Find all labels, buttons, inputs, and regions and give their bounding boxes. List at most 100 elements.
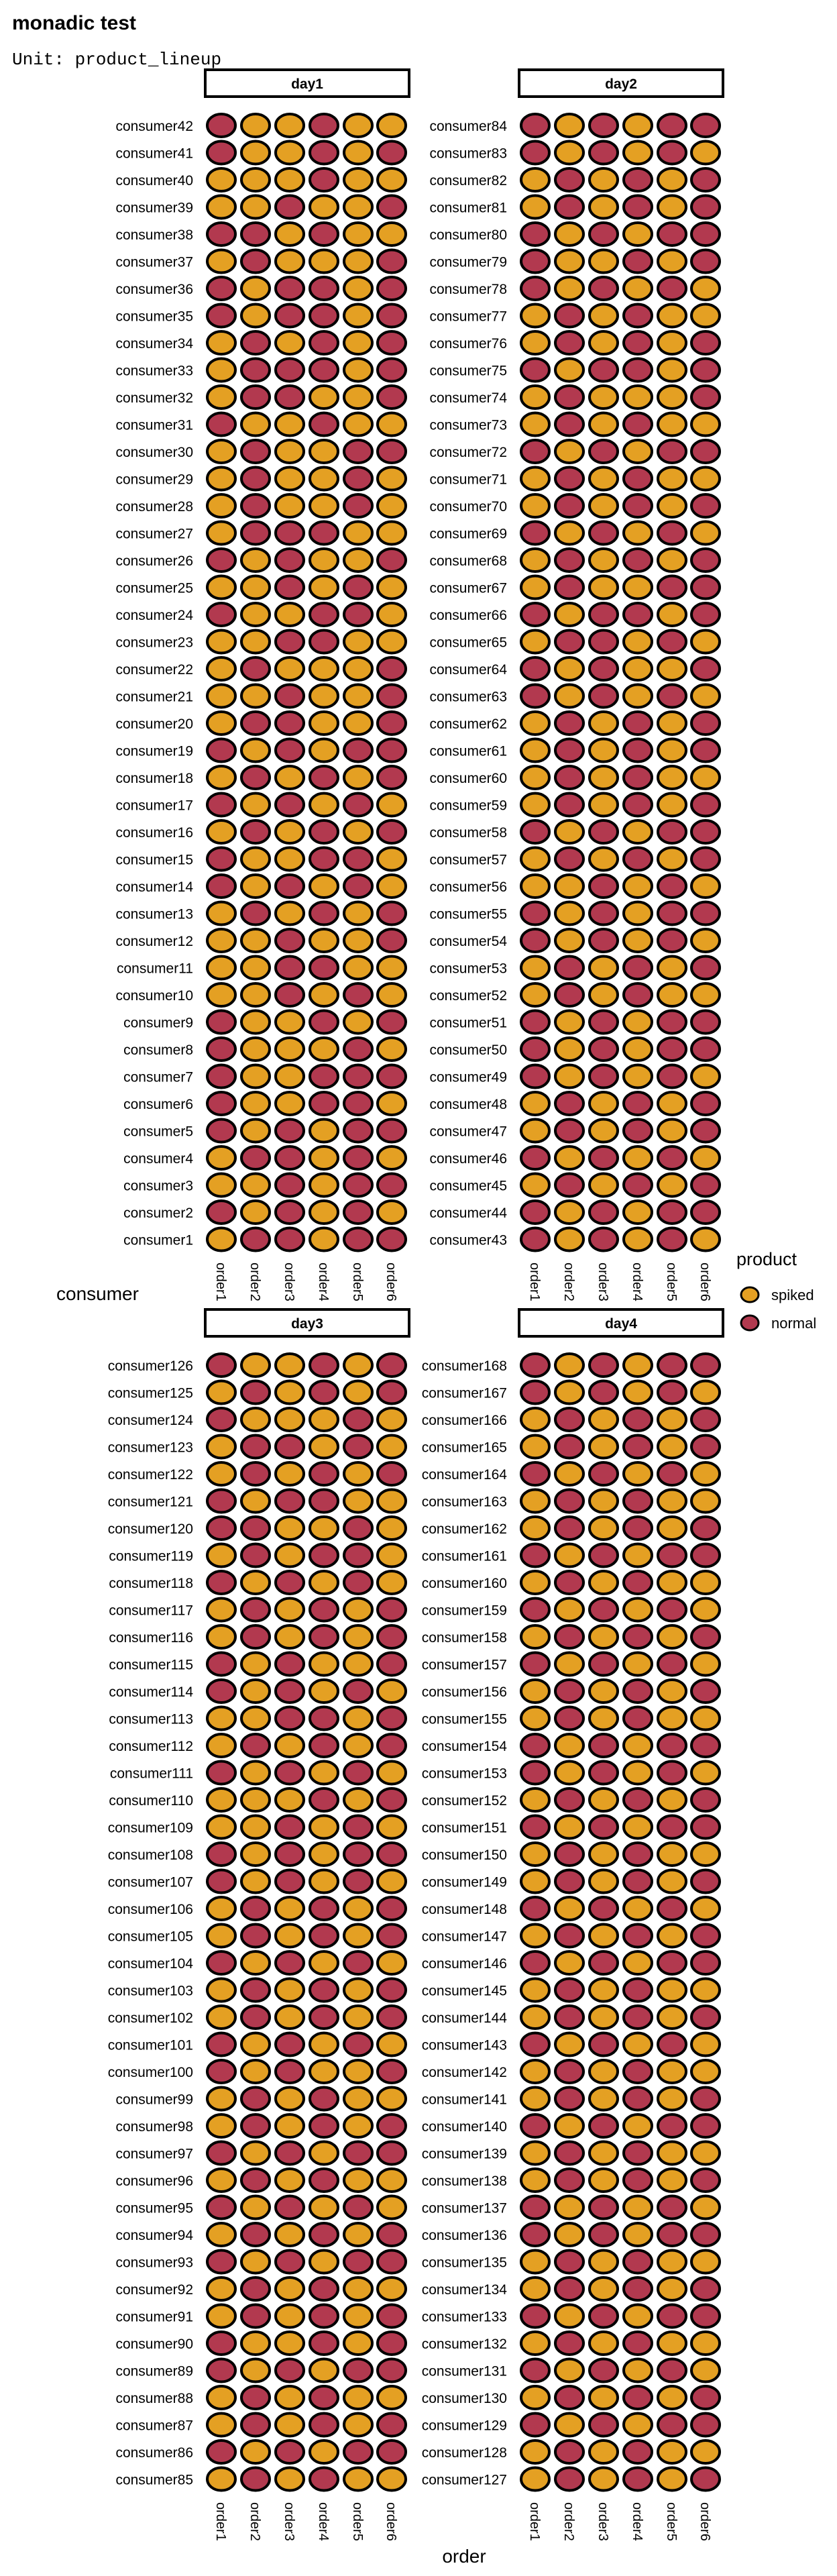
data-point	[240, 1570, 271, 1595]
data-point	[343, 1570, 374, 1595]
y-tick-label: consumer83	[429, 146, 507, 162]
y-tick-label: consumer113	[109, 1712, 193, 1727]
legend-label: normal	[771, 1315, 816, 1332]
data-point	[376, 1705, 407, 1731]
data-point	[588, 1950, 619, 1976]
data-point	[376, 2222, 407, 2247]
data-point	[240, 411, 271, 437]
data-point	[554, 1651, 585, 1677]
data-point	[343, 276, 374, 301]
data-point	[274, 2249, 305, 2275]
data-point	[622, 140, 653, 166]
data-point	[206, 1705, 237, 1731]
data-point	[376, 2385, 407, 2410]
data-point	[240, 2059, 271, 2084]
data-point	[622, 2059, 653, 2084]
data-point	[657, 2385, 687, 2410]
data-point	[520, 2059, 551, 2084]
data-point	[554, 1009, 585, 1035]
data-point	[622, 1841, 653, 1867]
data-point	[657, 194, 687, 220]
data-point	[588, 221, 619, 247]
data-point	[309, 303, 339, 329]
data-point	[657, 1199, 687, 1225]
data-point	[588, 2059, 619, 2084]
data-point	[588, 1787, 619, 1813]
data-point	[520, 2113, 551, 2139]
data-point	[309, 792, 339, 818]
data-point	[343, 1379, 374, 1405]
data-point	[376, 1434, 407, 1460]
data-point	[657, 1814, 687, 1840]
data-point	[690, 2276, 721, 2302]
data-point	[588, 602, 619, 627]
data-point	[240, 656, 271, 682]
data-point	[343, 900, 374, 926]
y-tick-label: consumer15	[115, 853, 193, 868]
data-point	[690, 2439, 721, 2465]
data-point	[206, 140, 237, 166]
data-point	[622, 2167, 653, 2193]
data-point	[622, 2249, 653, 2275]
data-point	[274, 873, 305, 899]
data-point	[520, 1407, 551, 1432]
data-point	[309, 411, 339, 437]
data-point	[240, 1950, 271, 1976]
data-point	[240, 846, 271, 872]
y-tick-label: consumer50	[429, 1042, 507, 1058]
y-tick-label: consumer134	[422, 2282, 508, 2298]
data-point	[376, 2466, 407, 2492]
data-point	[206, 276, 237, 301]
facet-label: day4	[605, 1316, 637, 1332]
y-tick-label: consumer159	[422, 1603, 507, 1619]
data-point	[657, 2004, 687, 2030]
data-point	[206, 2249, 237, 2275]
y-tick-label: consumer33	[115, 364, 193, 379]
y-tick-label: consumer58	[429, 825, 507, 841]
x-tick-label: order3	[282, 1263, 296, 1301]
data-point	[622, 1434, 653, 1460]
data-point	[376, 1760, 407, 1786]
data-point	[690, 1597, 721, 1623]
data-point	[376, 2357, 407, 2383]
data-point	[622, 602, 653, 627]
data-point	[206, 1091, 237, 1116]
y-tick-label: consumer93	[115, 2255, 193, 2271]
data-point	[657, 982, 687, 1008]
data-point	[206, 1226, 237, 1252]
data-point	[690, 737, 721, 763]
data-point	[554, 656, 585, 682]
data-point	[588, 2113, 619, 2139]
data-point	[206, 1597, 237, 1623]
data-point	[206, 221, 237, 247]
x-tick-label: order1	[527, 2502, 542, 2541]
data-point	[376, 819, 407, 845]
data-point	[206, 982, 237, 1008]
y-tick-label: consumer165	[422, 1440, 507, 1456]
data-point	[520, 765, 551, 790]
data-point	[376, 1542, 407, 1568]
data-point	[622, 1009, 653, 1035]
data-point	[622, 1199, 653, 1225]
data-point	[206, 1488, 237, 1514]
data-point	[520, 1542, 551, 1568]
panel-day2: day2 consumer84 consumer83 consumer82 consum…	[429, 68, 724, 1301]
data-point	[206, 1977, 237, 2003]
data-point	[588, 357, 619, 383]
data-point	[520, 1570, 551, 1595]
data-point	[520, 1923, 551, 1949]
y-tick-label: consumer128	[422, 2445, 507, 2461]
data-point	[622, 1063, 653, 1089]
data-point	[588, 1651, 619, 1677]
data-point	[376, 765, 407, 790]
data-point	[622, 1597, 653, 1623]
data-point	[657, 1172, 687, 1198]
data-point	[309, 2140, 339, 2166]
data-point	[274, 602, 305, 627]
data-point	[240, 1542, 271, 1568]
data-point	[343, 1172, 374, 1198]
data-point	[554, 574, 585, 600]
data-point	[206, 384, 237, 410]
data-point	[274, 2303, 305, 2329]
data-point	[240, 873, 271, 899]
